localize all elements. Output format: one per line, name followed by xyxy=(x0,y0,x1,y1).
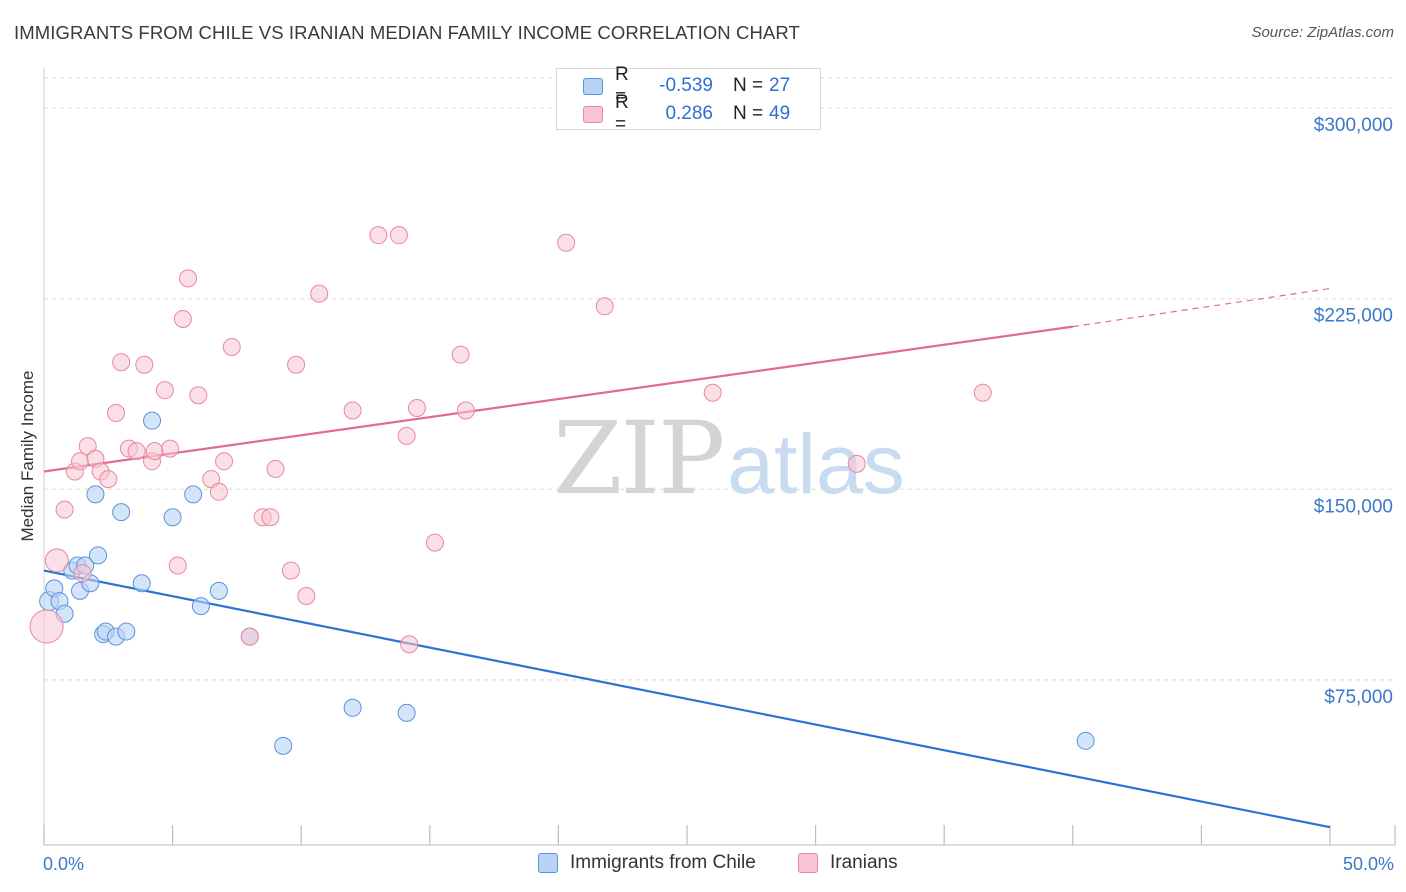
data-point-iran xyxy=(155,381,174,400)
data-point-chile xyxy=(209,581,228,600)
data-point-chile xyxy=(117,622,136,641)
data-point-iran xyxy=(297,586,316,605)
data-point-iran xyxy=(400,635,419,654)
series-legend: Immigrants from Chile Iranians xyxy=(0,852,1406,878)
data-point-iran xyxy=(99,470,118,489)
data-point-chile xyxy=(86,485,105,504)
chile-swatch xyxy=(538,853,558,873)
data-point-chile xyxy=(89,546,108,565)
data-point-iran xyxy=(451,345,470,364)
data-point-iran xyxy=(112,353,131,372)
data-point-iran xyxy=(135,355,154,374)
data-point-iran xyxy=(209,482,228,501)
y-axis-label: Median Family Income xyxy=(18,370,37,541)
n-value: 49 xyxy=(769,103,791,124)
data-point-iran xyxy=(73,564,92,583)
data-point-iran xyxy=(240,627,259,646)
trend-lines xyxy=(43,287,1331,829)
watermark-atlas: atlas xyxy=(727,417,905,511)
r-label: R = xyxy=(615,64,629,107)
y-tick-label: $150,000 xyxy=(1314,496,1393,517)
data-point-iran xyxy=(407,398,426,417)
stats-legend-row-chile: R = -0.539 N = 27 xyxy=(557,64,791,107)
data-point-iran xyxy=(343,401,362,420)
data-point-iran xyxy=(145,442,164,461)
stats-legend: R = -0.539 N = 27 R = 0.286 N = 49 xyxy=(556,64,821,135)
data-point-iran xyxy=(127,442,146,461)
data-point-iran xyxy=(595,297,614,316)
data-point-iran xyxy=(189,386,208,405)
data-point-chile xyxy=(163,508,182,527)
chile-swatch xyxy=(583,77,603,95)
data-point-chile xyxy=(132,574,151,593)
watermark: ZIPatlas xyxy=(553,400,905,517)
watermark-zip: ZIP xyxy=(553,400,725,517)
stats-legend-row-iran: R = 0.286 N = 49 xyxy=(557,92,791,135)
data-point-iran xyxy=(107,404,126,423)
trend-line-iran-extension xyxy=(1072,287,1331,328)
axis-labels: $75,000 $150,000 $225,000 $300,000 0.0% 50.0%… xyxy=(18,115,1394,874)
data-point-iran xyxy=(456,401,475,420)
chart-title: IMMIGRANTS FROM CHILE VS IRANIAN MEDIAN … xyxy=(14,22,800,43)
data-point-iran xyxy=(847,454,866,473)
x-tick-label: 50.0% xyxy=(1343,854,1394,874)
y-tick-label: $225,000 xyxy=(1314,306,1393,327)
data-point-iran xyxy=(266,459,285,478)
data-point-iran xyxy=(261,508,280,527)
data-point-iran xyxy=(168,556,187,575)
grid-lines xyxy=(44,77,1395,681)
x-tick-label: 0.0% xyxy=(43,854,84,874)
legend-item-iran[interactable]: Iranians xyxy=(798,852,898,874)
data-point-iran xyxy=(389,226,408,245)
data-point-iran xyxy=(55,500,74,519)
series-iran-points xyxy=(29,226,992,654)
trend-line-chile xyxy=(43,569,1331,829)
data-point-iran xyxy=(425,533,444,552)
legend-item-chile[interactable]: Immigrants from Chile xyxy=(538,852,756,874)
n-value: 27 xyxy=(769,75,791,96)
r-label: R = xyxy=(615,92,629,135)
r-value: -0.539 xyxy=(659,75,713,96)
data-point-iran xyxy=(397,426,416,445)
data-point-iran xyxy=(369,226,388,245)
data-point-chile xyxy=(143,411,162,430)
data-point-iran xyxy=(71,452,90,471)
data-point-iran xyxy=(703,383,722,402)
legend-label: Iranians xyxy=(830,852,898,873)
data-point-iran xyxy=(287,355,306,374)
r-value: 0.286 xyxy=(665,103,713,124)
data-point-iran xyxy=(557,233,576,252)
series-chile-points xyxy=(39,411,1095,755)
data-point-iran xyxy=(29,609,64,644)
data-point-iran xyxy=(310,284,329,303)
data-point-chile xyxy=(1076,731,1095,750)
data-point-iran xyxy=(179,269,198,288)
data-point-iran xyxy=(44,548,69,573)
data-point-chile xyxy=(274,736,293,755)
data-point-iran xyxy=(222,337,241,356)
source-label: Source: ZipAtlas.com xyxy=(1251,24,1394,41)
y-tick-label: $300,000 xyxy=(1314,115,1393,136)
y-tick-label: $75,000 xyxy=(1324,687,1393,708)
axes xyxy=(43,68,1396,846)
data-point-chile xyxy=(397,703,416,722)
data-point-iran xyxy=(161,439,180,458)
data-point-chile xyxy=(184,485,203,504)
n-label: N = xyxy=(733,75,764,96)
iran-swatch xyxy=(583,105,603,123)
data-point-iran xyxy=(973,383,992,402)
n-label: N = xyxy=(733,103,764,124)
data-point-chile xyxy=(191,597,210,616)
legend-label: Immigrants from Chile xyxy=(570,852,756,873)
trend-line-iran xyxy=(43,325,1073,473)
data-point-chile xyxy=(343,698,362,717)
data-point-chile xyxy=(112,503,131,522)
iran-swatch xyxy=(798,853,818,873)
data-point-iran xyxy=(281,561,300,580)
data-point-iran xyxy=(215,452,234,471)
data-point-iran xyxy=(173,310,192,329)
